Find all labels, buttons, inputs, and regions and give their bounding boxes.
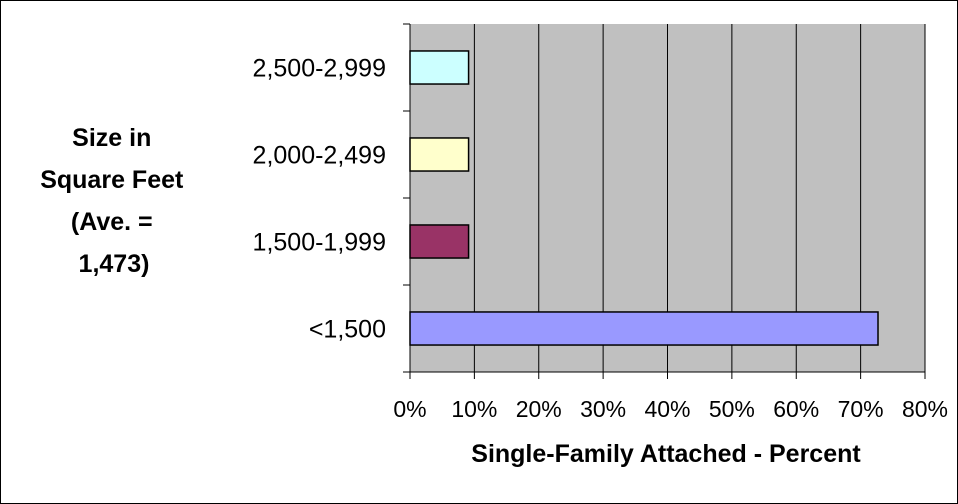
x-tick-label: 10% [451, 396, 497, 422]
category-label: <1,500 [309, 316, 386, 344]
y-axis-label-line: (Ave. = [71, 208, 153, 236]
x-tick-label: 60% [773, 396, 819, 422]
x-axis-label: Single-Family Attached - Percent [471, 440, 861, 468]
bar[interactable] [409, 50, 470, 85]
plot-elements: 0% 10% 20% 30% 40% 50% 60% 70% 80% <1,500 1,500-1,… [253, 23, 948, 422]
category-label: 2,500-2,999 [253, 55, 386, 83]
x-tick-label: 40% [644, 396, 690, 422]
category-label: 1,500-1,999 [253, 229, 386, 257]
x-tick-label: 30% [580, 396, 626, 422]
bar[interactable] [409, 137, 470, 172]
bar[interactable] [409, 311, 879, 346]
y-axis-label: Size in Square Feet (Ave. = 1,473) [40, 124, 188, 278]
x-tick-label: 80% [902, 396, 948, 422]
x-tick-label: 50% [709, 396, 755, 422]
y-axis-label-line: 1,473) [79, 250, 150, 278]
x-tick-label: 70% [838, 396, 884, 422]
x-tick-label: 0% [393, 396, 426, 422]
bar[interactable] [409, 224, 470, 259]
y-axis-label-line: Square Feet [40, 166, 184, 194]
x-tick-label: 20% [516, 396, 562, 422]
category-label: 2,000-2,499 [253, 142, 386, 170]
y-axis-label-line: Size in [72, 124, 151, 152]
